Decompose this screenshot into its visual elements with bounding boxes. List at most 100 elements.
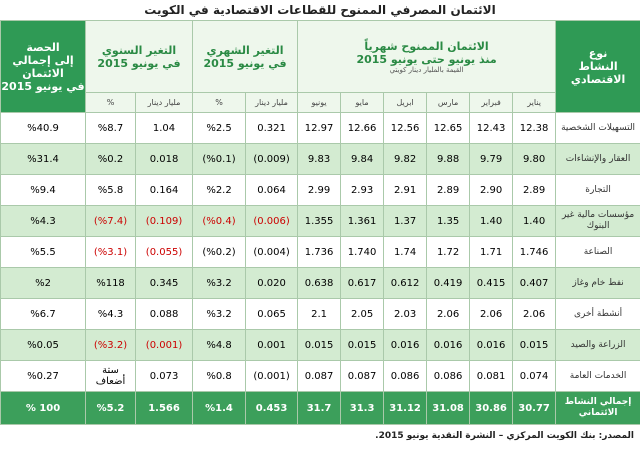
cell-value: %4.8 — [192, 329, 247, 361]
cell-value: 9.88 — [426, 143, 471, 175]
cell-value: 30.77 — [512, 391, 557, 425]
cell-value: %3.2 — [192, 298, 247, 330]
cell-value: 2.91 — [383, 174, 428, 206]
cell-value: %1.4 — [192, 391, 247, 425]
cell-value: 1.04 — [135, 112, 194, 144]
row-label: نفط خام وغاز — [555, 267, 640, 299]
cell-value: %8.7 — [84, 112, 137, 144]
cell-value: (%0.4) — [192, 205, 247, 237]
cell-value: 0.612 — [383, 267, 428, 299]
cell-value: %2.5 — [192, 112, 247, 144]
yearly-change-header: التغير السنوي في يونيو 2015 — [84, 20, 194, 93]
cell-value: (0.109) — [135, 205, 194, 237]
cell-value: 1.355 — [297, 205, 342, 237]
cell-value: (0.006) — [245, 205, 299, 237]
row-label: الصناعة — [555, 236, 640, 268]
unit-header: % — [84, 92, 137, 113]
cell-value: 9.84 — [340, 143, 385, 175]
header-line: النشاط — [578, 60, 618, 73]
month-header: مارس — [426, 92, 471, 113]
unit-note: القيمة بالمليار دينار كويتي — [389, 65, 464, 74]
cell-value: %0.05 — [0, 329, 86, 361]
cell-value: 9.83 — [297, 143, 342, 175]
header-line: الائتمان الممنوح شهرياً — [364, 39, 489, 53]
cell-value: 0.419 — [426, 267, 471, 299]
cell-value: 2.06 — [469, 298, 514, 330]
header-line: التغير الشهري — [206, 43, 284, 57]
cell-value: 0.086 — [383, 360, 428, 392]
table-row: مؤسسات مالية غير البنوك 1.40 1.40 1.35 1.37 1… — [0, 205, 640, 237]
cell-value: %4.3 — [0, 205, 86, 237]
cell-value: 1.72 — [426, 236, 471, 268]
cell-value: 0.415 — [469, 267, 514, 299]
row-label: الخدمات العامة — [555, 360, 640, 392]
unit-header: مليار دينار — [135, 92, 194, 113]
cell-value: 31.08 — [426, 391, 471, 425]
cell-value: 2.89 — [426, 174, 471, 206]
unit-header: % — [192, 92, 247, 113]
header-line: إلى إجمالي — [12, 53, 74, 67]
row-label: مؤسسات مالية غير البنوك — [555, 205, 640, 237]
month-header: مايو — [340, 92, 385, 113]
cell-value: %2 — [0, 267, 86, 299]
header-line: منذ يونيو حتى يونيو 2015 — [356, 52, 497, 66]
cell-value: %5.5 — [0, 236, 86, 268]
cell-value: (0.009) — [245, 143, 299, 175]
cell-value: % 100 — [0, 391, 86, 425]
cell-value: 2.05 — [340, 298, 385, 330]
header-line: نوع — [588, 47, 608, 60]
cell-value: 0.016 — [469, 329, 514, 361]
month-header: ابريل — [383, 92, 428, 113]
cell-value: 0.087 — [340, 360, 385, 392]
cell-value: 2.89 — [512, 174, 557, 206]
cell-value: 1.40 — [512, 205, 557, 237]
cell-value: 1.361 — [340, 205, 385, 237]
month-header: يونيو — [297, 92, 342, 113]
cell-value: 0.016 — [426, 329, 471, 361]
monthly-credit-header: الائتمان الممنوح شهرياً منذ يونيو حتى يون… — [297, 20, 557, 93]
cell-value: 0.081 — [469, 360, 514, 392]
table-row: التجارة 2.89 2.90 2.89 2.91 2.93 2.99 0.064 %2.2… — [0, 174, 640, 206]
cell-value: (%0.2) — [192, 236, 247, 268]
cell-value: 12.38 — [512, 112, 557, 144]
cell-value: 12.43 — [469, 112, 514, 144]
cell-value: 1.566 — [135, 391, 194, 425]
cell-value: 0.086 — [426, 360, 471, 392]
cell-value: 0.015 — [340, 329, 385, 361]
cell-value: 0.016 — [383, 329, 428, 361]
cell-value: 2.93 — [340, 174, 385, 206]
cell-value: %6.7 — [0, 298, 86, 330]
cell-value: 0.638 — [297, 267, 342, 299]
cell-value: 0.020 — [245, 267, 299, 299]
cell-value: 1.40 — [469, 205, 514, 237]
header-line: الحصة — [26, 40, 60, 54]
cell-value: 0.321 — [245, 112, 299, 144]
cell-value: 2.1 — [297, 298, 342, 330]
share-header: الحصة إلى إجمالي الائتمان في يونيو 2015 — [0, 20, 86, 113]
cell-value: 12.65 — [426, 112, 471, 144]
table-row: نفط خام وغاز 0.407 0.415 0.419 0.612 0.617 0.6… — [0, 267, 640, 299]
header-line: الاقتصادي — [570, 73, 626, 86]
row-label: العقار والإنشاءات — [555, 143, 640, 175]
activity-header: نوع النشاط الاقتصادي — [555, 20, 640, 113]
cell-value: 9.79 — [469, 143, 514, 175]
cell-value: %31.4 — [0, 143, 86, 175]
cell-value: 1.35 — [426, 205, 471, 237]
table-row: الخدمات العامة 0.074 0.081 0.086 0.086 0.087 0… — [0, 360, 640, 392]
row-label: إجمالي النشاط الائتماني — [555, 391, 640, 425]
cell-value: %0.2 — [84, 143, 137, 175]
cell-value: 9.80 — [512, 143, 557, 175]
cell-value: 2.90 — [469, 174, 514, 206]
header-line: في يونيو 2015 — [1, 79, 85, 93]
cell-value: 9.82 — [383, 143, 428, 175]
cell-value: %3.2 — [192, 267, 247, 299]
cell-value: 0.074 — [512, 360, 557, 392]
cell-value: (%3.1) — [84, 236, 137, 268]
cell-value: 0.453 — [245, 391, 299, 425]
source: المصدر: بنك الكويت المركزي – النشرة النق… — [375, 431, 634, 441]
cell-value: 0.065 — [245, 298, 299, 330]
cell-value: 1.37 — [383, 205, 428, 237]
cell-value: 1.740 — [340, 236, 385, 268]
header-line: في يونيو 2015 — [97, 56, 181, 70]
